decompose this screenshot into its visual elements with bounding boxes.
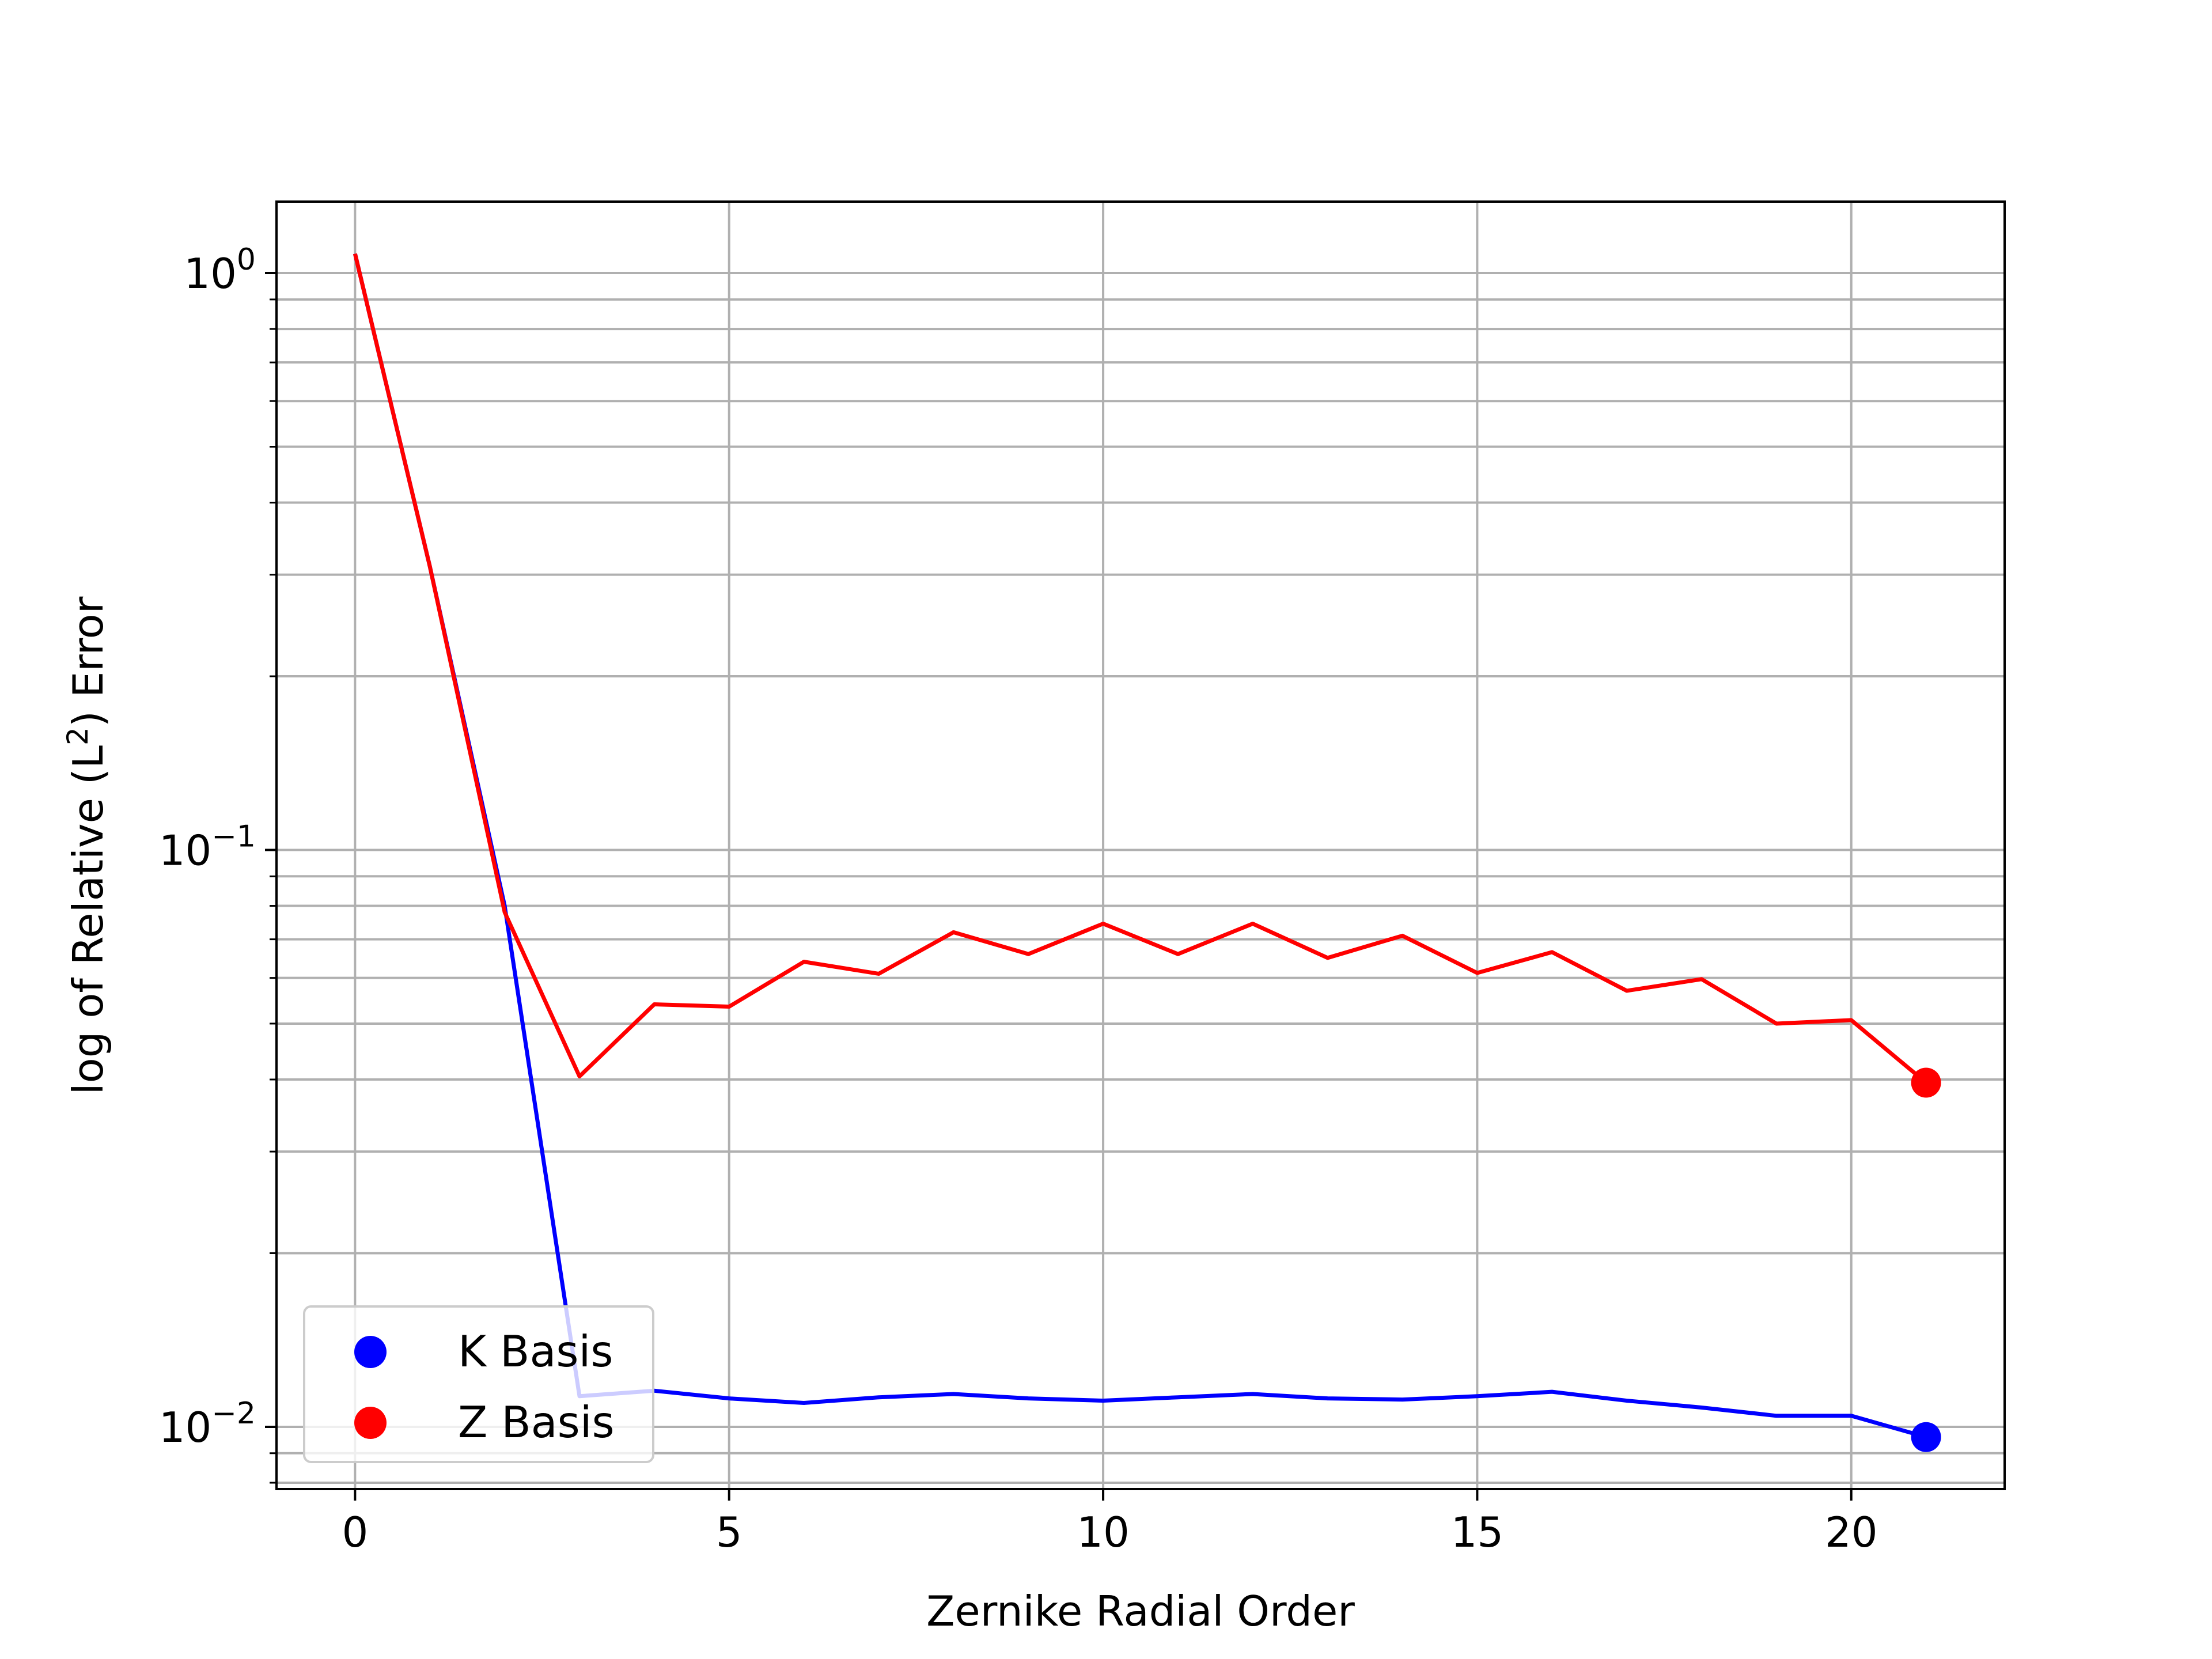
legend-label-k-basis: K Basis (458, 1326, 613, 1377)
end-point-z-basis (1911, 1067, 1941, 1098)
legend-box (303, 1305, 654, 1463)
end-point-k-basis (1911, 1422, 1941, 1452)
y-tick-label-base: 10 (159, 1403, 212, 1452)
x-tick-label: 5 (716, 1508, 743, 1556)
y-axis-label: log of Relative (L2) Error (61, 596, 112, 1094)
axis-ticks (265, 272, 1853, 1501)
y-tick-label-exponent: 0 (237, 243, 256, 277)
minor-grid (276, 298, 2005, 1484)
y-tick-label-base: 10 (184, 249, 237, 298)
y-axis-label-suffix: ) Error (64, 596, 112, 727)
y-tick-label-exponent: −2 (211, 1396, 256, 1431)
legend: K Basis Z Basis (303, 1305, 654, 1463)
y-tick-label: 10−2 (159, 1396, 256, 1452)
y-tick-label-base: 10 (159, 826, 212, 874)
x-tick-label: 0 (342, 1508, 368, 1556)
x-axis-label: Zernike Radial Order (926, 1587, 1355, 1635)
y-axis-label-prefix: log of Relative (L (64, 745, 112, 1094)
legend-marker-z-basis (354, 1407, 387, 1439)
y-axis-label-superscript: 2 (61, 727, 94, 745)
y-tick-label-exponent: −1 (211, 819, 256, 854)
series-line-z-basis (353, 253, 1927, 1085)
x-tick-labels: 0 5 10 15 20 (342, 1508, 1877, 1556)
plot-frame (275, 200, 2006, 1490)
x-tick-label: 10 (1077, 1508, 1130, 1556)
legend-label-z-basis: Z Basis (458, 1397, 615, 1448)
x-tick-label: 20 (1825, 1508, 1878, 1556)
series-end-markers (1911, 1067, 1941, 1452)
x-tick-label: 15 (1451, 1508, 1504, 1556)
legend-marker-k-basis (354, 1336, 387, 1368)
y-tick-label: 10−1 (159, 819, 256, 874)
y-tick-label: 100 (184, 243, 256, 298)
